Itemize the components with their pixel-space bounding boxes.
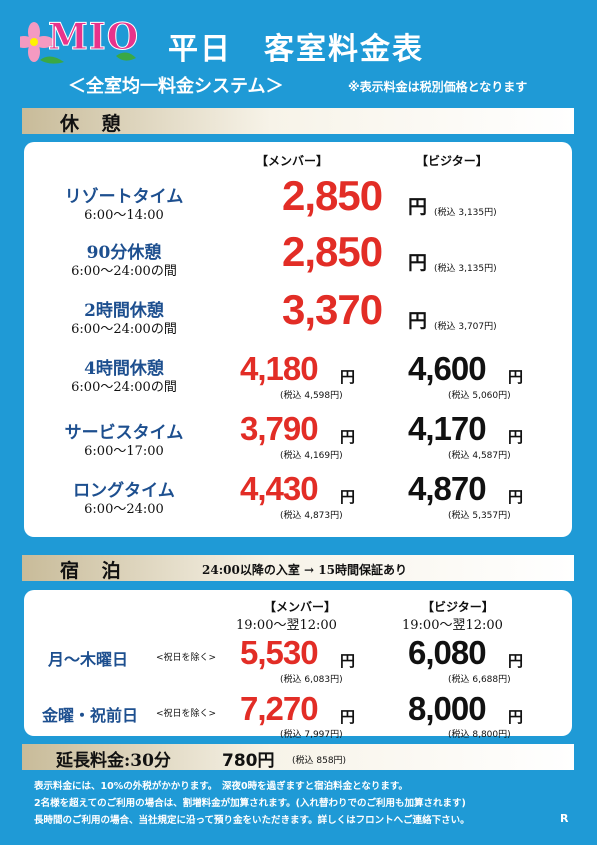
corner-mark: R (560, 812, 569, 825)
plan-name: 2時間休憩 (84, 301, 164, 321)
rest-panel: 【メンバー】 【ビジター】 リゾートタイム 6:00〜14:00 2,850 円… (24, 142, 572, 537)
yen-unit: 円 (508, 428, 524, 446)
visitor-tax-included: (税込 4,587円) (448, 451, 511, 461)
tax-included: (税込 3,135円) (434, 264, 497, 274)
plan-name: 金曜・祝前日 (42, 706, 139, 725)
footer-note: 2名様を超えてのご利用の場合は、割増料金が加算されます。(入れ替わりでのご利用も… (34, 798, 466, 809)
member-price: 3,790 (240, 410, 319, 447)
yen-unit: 円 (340, 652, 356, 670)
yen-unit: 円 (340, 488, 356, 506)
page-title: 平日 客室料金表 (168, 32, 424, 67)
visitor-price: 6,080 (408, 634, 487, 671)
member-price: 4,180 (240, 350, 319, 387)
plan-name: 90分休憩 (86, 243, 162, 263)
plan-hours: 6:00〜14:00 (84, 208, 164, 223)
yen-unit: 円 (340, 708, 356, 726)
plan-note: <祝日を除く> (156, 653, 217, 663)
member-price: 5,530 (240, 634, 319, 671)
stay-panel: 【メンバー】 【ビジター】 19:00〜翌12:00 19:00〜翌12:00 … (24, 590, 572, 740)
yen-unit: 円 (340, 368, 356, 386)
plan-hours: 6:00〜24:00の間 (71, 380, 177, 395)
logo: MIO (20, 12, 140, 68)
price: 3,370 (282, 286, 383, 333)
yen-unit: 円 (508, 368, 524, 386)
visitor-header: 【ビジター】 (422, 600, 494, 614)
price: 2,850 (282, 228, 383, 275)
yen-unit: 円 (340, 428, 356, 446)
member-tax-included: (税込 7,997円) (280, 730, 343, 740)
extension-price: 780円 (222, 751, 275, 771)
tax-included: (税込 3,707円) (434, 322, 497, 332)
visitor-header: 【ビジター】 (416, 154, 488, 168)
member-price: 4,430 (240, 470, 319, 507)
plan-name: 4時間休憩 (84, 359, 164, 379)
plan-name: ロングタイム (73, 481, 175, 501)
logo-text: MIO (47, 16, 140, 59)
visitor-tax-included: (税込 8,800円) (448, 730, 511, 740)
extension-label: 延長料金:30分 (56, 751, 171, 771)
member-header: 【メンバー】 (264, 600, 337, 614)
plan-name: 月〜木曜日 (48, 650, 129, 669)
yen-unit: 円 (508, 708, 524, 726)
visitor-price: 4,600 (408, 350, 487, 387)
visitor-price: 4,870 (408, 470, 487, 507)
tax-included: (税込 3,135円) (434, 208, 497, 218)
footer-note: 表示料金には、10%の外税がかかります。 深夜0時を過ぎますと宿泊料金となります… (34, 781, 408, 792)
stay-section-label: 宿 泊 (60, 560, 129, 582)
plan-hours: 6:00〜17:00 (84, 444, 164, 459)
page-subtitle: ＜全室均一料金システム＞ (68, 76, 284, 97)
plan-hours: 6:00〜24:00 (84, 502, 164, 517)
extension-tax-included: (税込 858円) (292, 756, 347, 766)
yen-unit: 円 (508, 488, 524, 506)
yen-unit: 円 (508, 652, 524, 670)
yen-unit: 円 (408, 252, 428, 274)
plan-hours: 6:00〜24:00の間 (71, 264, 177, 279)
plan-name: リゾートタイム (64, 187, 184, 207)
visitor-tax-included: (税込 5,060円) (448, 391, 511, 401)
tax-note: ※表示料金は税別価格となります (348, 80, 528, 94)
plan-note: <祝日を除く> (156, 709, 217, 719)
extension-band: 延長料金:30分 780円 (税込 858円) (22, 744, 574, 771)
stay-section-band: 宿 泊 24:00以降の入室 → 15時間保証あり (22, 555, 574, 582)
member-tax-included: (税込 4,598円) (280, 391, 343, 401)
member-header: 【メンバー】 (256, 154, 329, 168)
stay-note: 24:00以降の入室 → 15時間保証あり (202, 563, 407, 577)
visitor-price: 8,000 (408, 690, 487, 727)
member-tax-included: (税込 6,083円) (280, 675, 343, 685)
yen-unit: 円 (408, 310, 428, 332)
rest-section-band: 休 憩 (22, 108, 574, 135)
member-tax-included: (税込 4,169円) (280, 451, 343, 461)
member-hours: 19:00〜翌12:00 (236, 618, 337, 633)
visitor-price: 4,170 (408, 410, 487, 447)
visitor-tax-included: (税込 6,688円) (448, 675, 511, 685)
member-price: 7,270 (240, 690, 319, 727)
member-tax-included: (税込 4,873円) (280, 511, 343, 521)
price: 2,850 (282, 172, 383, 219)
yen-unit: 円 (408, 196, 428, 218)
visitor-tax-included: (税込 5,357円) (448, 511, 511, 521)
footer-note: 長時間のご利用の場合、当社規定に沿って預り金をいただきます。詳しくはフロントへご… (34, 815, 470, 826)
plan-hours: 6:00〜24:00の間 (71, 322, 177, 337)
rest-section-label: 休 憩 (60, 113, 129, 135)
visitor-hours: 19:00〜翌12:00 (402, 618, 503, 633)
flower-icon (20, 22, 136, 64)
plan-name: サービスタイム (64, 423, 184, 443)
